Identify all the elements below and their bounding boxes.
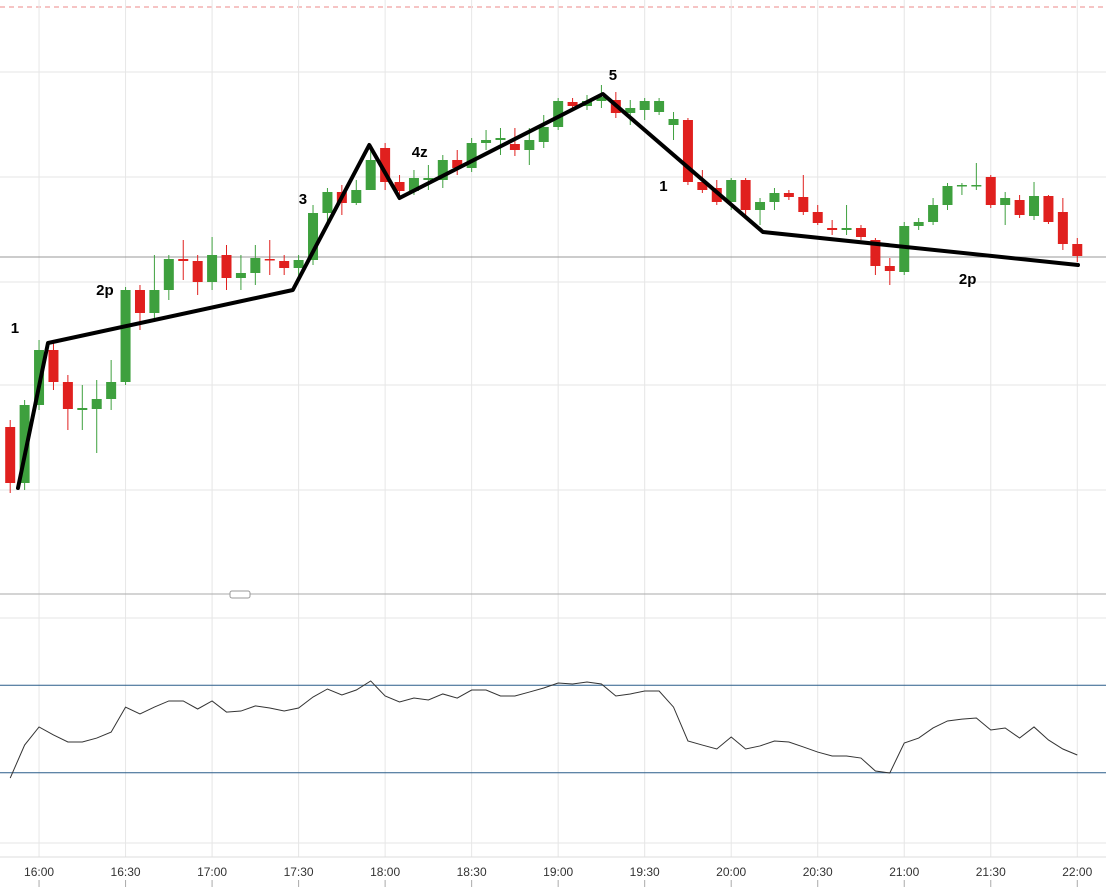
candle-body — [481, 140, 492, 143]
candle-body — [697, 182, 708, 190]
candle-body — [1000, 198, 1011, 205]
candle-body — [437, 160, 448, 180]
candle-body — [408, 178, 419, 191]
candle-body — [913, 222, 924, 226]
candle-body — [1029, 196, 1040, 216]
candle-body — [19, 405, 30, 483]
wave-label: 2p — [96, 282, 114, 299]
x-tick-label: 17:30 — [284, 865, 314, 879]
candle-body — [1014, 200, 1025, 215]
candle-body — [740, 180, 751, 210]
wave-line — [15, 92, 1080, 490]
candle-body — [250, 258, 261, 273]
wave-label: 1 — [11, 320, 19, 337]
candle-body — [956, 185, 967, 187]
candle-body — [452, 160, 463, 168]
wave-label: 1 — [659, 178, 667, 195]
candle-body — [365, 160, 376, 190]
x-tick-label: 22:00 — [1062, 865, 1092, 879]
candle-body — [855, 228, 866, 237]
candle-body — [783, 193, 794, 197]
candle-body — [351, 190, 362, 203]
x-tick-label: 18:00 — [370, 865, 400, 879]
candle-body — [1043, 196, 1054, 222]
candle-body — [77, 408, 88, 410]
wave-label: 3 — [299, 191, 307, 208]
candle-body — [207, 255, 218, 282]
plot-layer — [5, 85, 1083, 493]
candle-body — [308, 213, 319, 260]
x-tick-label: 16:00 — [24, 865, 54, 879]
wave-label: 2p — [959, 271, 977, 288]
horizontal-grid — [0, 0, 1106, 857]
candle-body — [293, 260, 304, 268]
candle-body — [553, 101, 564, 127]
candle-body — [178, 259, 189, 261]
wave-label: 4z — [412, 144, 428, 161]
candle-body — [668, 119, 679, 125]
x-tick-label: 18:30 — [457, 865, 487, 879]
x-tick-label: 19:30 — [630, 865, 660, 879]
candle-body — [5, 427, 16, 483]
candle-body — [62, 382, 73, 409]
candle-body — [798, 197, 809, 212]
candle-body — [495, 138, 506, 140]
candle-body — [322, 192, 333, 213]
candle-body — [509, 144, 520, 150]
candle-body — [884, 266, 895, 271]
candle-body — [524, 140, 535, 150]
x-tick-label: 20:00 — [716, 865, 746, 879]
candle-body — [264, 259, 275, 261]
x-tick-label: 21:00 — [889, 865, 919, 879]
candle-body — [726, 180, 737, 202]
candle-body — [639, 101, 650, 110]
candle-body — [91, 399, 102, 409]
x-tick-label: 16:30 — [111, 865, 141, 879]
candle-body — [538, 127, 549, 142]
candle-body — [769, 193, 780, 202]
oscillator-line — [9, 680, 1078, 779]
candle-body — [394, 182, 405, 191]
candle-body — [134, 290, 145, 313]
candle-body — [120, 290, 131, 382]
candle-body — [106, 382, 117, 399]
candle-body — [812, 212, 823, 223]
candle-body — [279, 261, 290, 268]
candle-body — [163, 259, 174, 290]
candle-body — [192, 261, 203, 282]
candle-body — [971, 185, 982, 187]
candle-body — [654, 101, 665, 112]
candle-body — [596, 97, 607, 101]
x-tick-label: 21:30 — [976, 865, 1006, 879]
candle-body — [567, 102, 578, 106]
candle-body — [149, 290, 160, 313]
candle-body — [870, 240, 881, 266]
candle-body — [711, 188, 722, 202]
x-tick-label: 20:30 — [803, 865, 833, 879]
candle-body — [899, 226, 910, 272]
candle-body — [48, 350, 59, 382]
candle-body — [1072, 244, 1083, 256]
x-tick-label: 17:00 — [197, 865, 227, 879]
candle-body — [827, 228, 838, 230]
candle-body — [841, 228, 852, 230]
candle-body — [235, 273, 246, 278]
candle-body — [985, 177, 996, 205]
wave-label: 5 — [609, 67, 617, 84]
candle-body — [1057, 212, 1068, 244]
candle-body — [221, 255, 232, 278]
candle-body — [682, 120, 693, 182]
pane-resize-handle[interactable] — [229, 590, 251, 599]
x-tick-label: 19:00 — [543, 865, 573, 879]
candle-body — [928, 205, 939, 222]
candle-body — [380, 148, 391, 182]
candle-body — [423, 178, 434, 180]
candle-body — [625, 108, 636, 113]
candle-body — [466, 143, 477, 168]
candle-body — [755, 202, 766, 210]
candle-body — [942, 186, 953, 205]
